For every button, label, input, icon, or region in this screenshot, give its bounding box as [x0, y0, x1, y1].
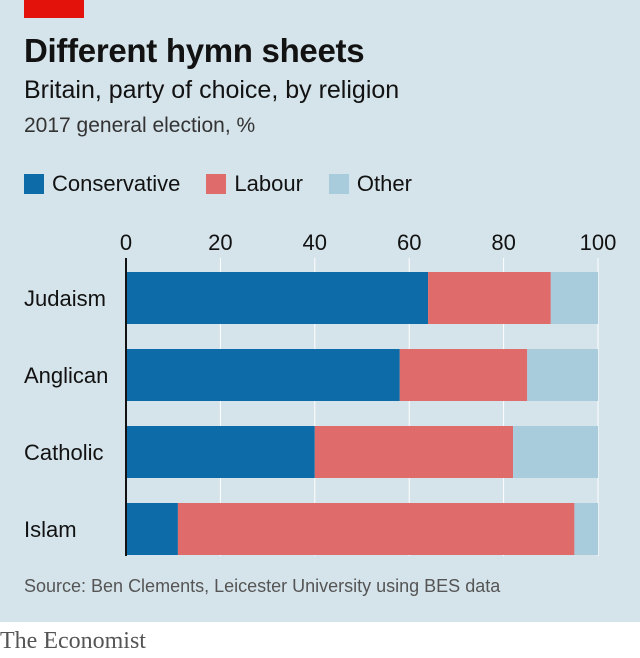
bar-islam-conservative: [126, 503, 178, 555]
bar-catholic-other: [513, 426, 598, 478]
legend-label-conservative: Conservative: [52, 171, 181, 196]
legend-swatch-other: [328, 174, 349, 194]
x-tick-label-20: 20: [208, 230, 232, 255]
source-note: Source: Ben Clements, Leicester Universi…: [24, 576, 501, 596]
bar-judaism-labour: [428, 272, 551, 324]
brand-logo: The Economist: [0, 628, 146, 654]
legend-item-conservative: Conservative: [24, 171, 180, 197]
bar-judaism-other: [550, 272, 598, 324]
brand-red-tab: [24, 0, 84, 18]
category-label-catholic: Catholic: [24, 440, 103, 465]
legend-swatch-conservative: [24, 174, 44, 194]
x-tick-label-80: 80: [491, 230, 515, 255]
category-label-anglican: Anglican: [24, 363, 108, 388]
legend: Conservative Labour Other: [24, 170, 438, 198]
bar-islam-other: [574, 503, 598, 555]
bar-anglican-labour: [399, 349, 528, 401]
bar-islam-labour: [177, 503, 575, 555]
category-label-islam: Islam: [24, 517, 77, 542]
x-tick-label-0: 0: [120, 230, 132, 255]
legend-swatch-labour: [206, 174, 227, 194]
chart-unit-note: 2017 general election, %: [24, 114, 256, 137]
legend-item-other: Other: [328, 171, 412, 197]
legend-label-labour: Labour: [234, 171, 303, 196]
bar-anglican-other: [527, 349, 598, 401]
bar-judaism-conservative: [126, 272, 429, 324]
bar-anglican-conservative: [126, 349, 400, 401]
chart-subtitle: Britain, party of choice, by religion: [24, 76, 400, 104]
chart-title: Different hymn sheets: [24, 32, 365, 69]
legend-item-labour: Labour: [206, 171, 303, 197]
category-label-judaism: Judaism: [24, 286, 106, 311]
stacked-bar-chart: 0 20 40 60 80 100 Judaism Anglican Catholic Islam: [24, 230, 617, 556]
bar-catholic-labour: [314, 426, 514, 478]
x-tick-label-60: 60: [397, 230, 421, 255]
x-tick-label-100: 100: [580, 230, 617, 255]
x-tick-label-40: 40: [303, 230, 327, 255]
legend-label-other: Other: [356, 171, 412, 196]
bar-catholic-conservative: [126, 426, 315, 478]
